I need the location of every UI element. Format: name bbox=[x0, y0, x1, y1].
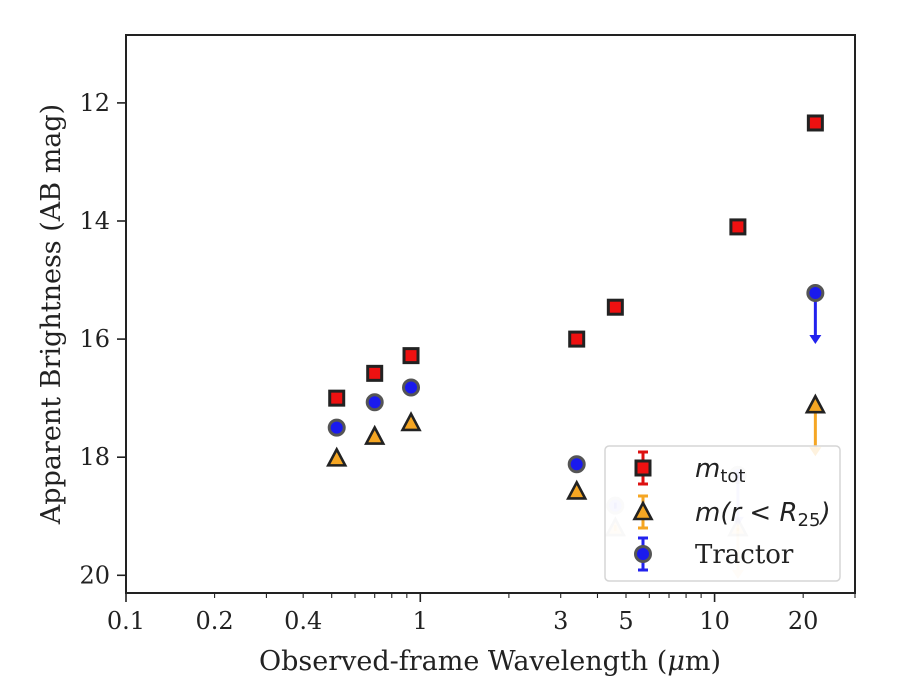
y-axis: 12 14 16 18 20 bbox=[79, 89, 126, 589]
legend-box bbox=[604, 445, 841, 582]
legend-marker-square bbox=[634, 459, 652, 477]
triangle-marker bbox=[566, 479, 588, 500]
data-point-circle bbox=[327, 418, 346, 437]
data-point-circle bbox=[806, 284, 825, 303]
circle-marker bbox=[806, 284, 825, 303]
data-point-triangle bbox=[400, 411, 422, 432]
circle-marker bbox=[634, 545, 652, 563]
legend-label: m(r < R25) bbox=[695, 498, 831, 531]
data-point-circle bbox=[402, 378, 421, 397]
y-tick-label: 14 bbox=[79, 207, 110, 235]
x-axis: 0.1 0.2 0.4 1 3 5 10 20 bbox=[107, 593, 856, 635]
data-point-triangle bbox=[326, 446, 348, 467]
x-tick-label: 0.2 bbox=[196, 607, 234, 635]
y-axis-label: Apparent Brightness (AB mag) bbox=[36, 104, 67, 525]
square-marker bbox=[402, 347, 420, 365]
y-tick-label: 20 bbox=[79, 561, 110, 589]
x-tick-label: 10 bbox=[699, 607, 730, 635]
data-point-square bbox=[606, 298, 624, 316]
data-point-circle bbox=[365, 393, 384, 412]
triangle-marker bbox=[364, 424, 386, 445]
legend-entry: mtot bbox=[634, 450, 745, 487]
square-marker bbox=[634, 459, 652, 477]
legend-entry: Tractor bbox=[634, 536, 794, 572]
y-tick-label: 12 bbox=[79, 89, 110, 117]
triangle-marker bbox=[326, 446, 348, 467]
data-point-square bbox=[366, 364, 384, 382]
data-point-square bbox=[568, 330, 586, 348]
legend-label: mtot bbox=[695, 454, 745, 487]
data-point-square bbox=[729, 218, 747, 236]
data-point-triangle bbox=[364, 424, 386, 445]
triangle-marker bbox=[400, 411, 422, 432]
y-tick-label: 16 bbox=[79, 325, 110, 353]
x-tick-label: 3 bbox=[553, 607, 568, 635]
x-axis-label: Observed-frame Wavelength (μm) bbox=[259, 646, 721, 677]
circle-marker bbox=[327, 418, 346, 437]
legend-marker-circle bbox=[634, 545, 652, 563]
data-point-square bbox=[402, 347, 420, 365]
square-marker bbox=[366, 364, 384, 382]
x-tick-label: 5 bbox=[618, 607, 633, 635]
square-marker bbox=[729, 218, 747, 236]
data-point-square bbox=[328, 389, 346, 407]
x-tick-label: 1 bbox=[413, 607, 428, 635]
square-marker bbox=[568, 330, 586, 348]
x-tick-label: 0.4 bbox=[284, 607, 322, 635]
data-point-triangle bbox=[566, 479, 588, 500]
legend-entry: m(r < R25) bbox=[632, 494, 831, 531]
x-tick-label: 20 bbox=[788, 607, 819, 635]
data-point-circle bbox=[567, 455, 586, 474]
plot-frame bbox=[125, 34, 856, 594]
square-marker bbox=[806, 114, 824, 132]
triangle-marker bbox=[804, 393, 827, 414]
legend-label: Tractor bbox=[695, 540, 794, 570]
triangle-marker bbox=[632, 500, 654, 521]
circle-marker bbox=[567, 455, 586, 474]
circle-marker bbox=[402, 378, 421, 397]
legend-marker-triangle bbox=[632, 500, 654, 521]
data-point-square bbox=[806, 114, 824, 132]
square-marker bbox=[328, 389, 346, 407]
limit-arrow-head bbox=[809, 335, 822, 345]
x-tick-label: 0.1 bbox=[107, 607, 145, 635]
y-tick-label: 18 bbox=[79, 443, 110, 471]
data-point-triangle bbox=[804, 393, 827, 414]
circle-marker bbox=[365, 393, 384, 412]
square-marker bbox=[606, 298, 624, 316]
legend: mtot m(r < R25) Tractor bbox=[604, 445, 841, 582]
